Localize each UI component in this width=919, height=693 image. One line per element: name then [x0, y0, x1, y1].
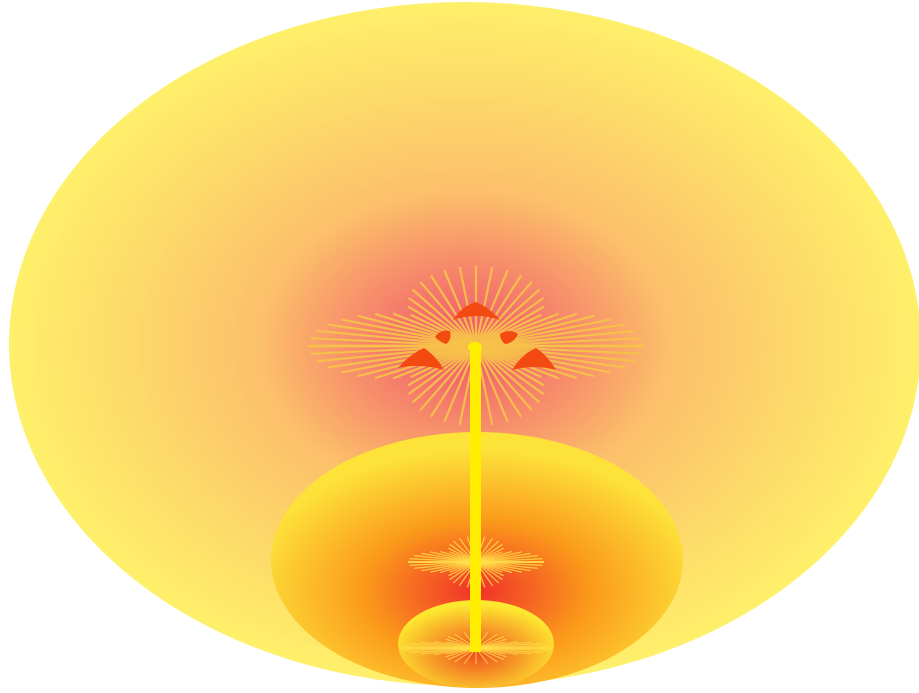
large-starburst-ray [316, 329, 477, 348]
large-starburst-ray [419, 281, 477, 347]
stem-top-cap [468, 342, 482, 352]
large-starburst-ray [327, 323, 477, 348]
petal-right-upper [500, 331, 518, 344]
large-starburst-ray [475, 345, 541, 404]
large-starburst-ray [474, 345, 509, 423]
large-starburst-ray [411, 345, 477, 404]
large-starburst-ray [374, 312, 477, 348]
large-starburst-ray [429, 274, 477, 347]
large-starburst-ray [475, 329, 636, 348]
large-starburst-ray [475, 314, 595, 348]
petal-right-lower [512, 348, 556, 370]
large-starburst-ray [475, 344, 636, 363]
large-starburst-ray [475, 345, 545, 387]
large-starburst-ray [475, 318, 612, 348]
large-starburst-ray [475, 281, 533, 347]
large-starburst-ray [407, 305, 477, 347]
petal-left-lower [398, 348, 444, 370]
large-starburst-ray [475, 345, 545, 395]
large-starburst-ray [475, 345, 523, 418]
large-starburst-ray [407, 345, 477, 395]
stem-icon [470, 346, 481, 652]
large-starburst-ray [474, 269, 509, 347]
large-starburst-ray [475, 345, 533, 411]
large-starburst-ray [475, 297, 545, 347]
large-starburst-ray [357, 314, 477, 348]
large-starburst-ray [429, 345, 477, 418]
large-starburst-ray [407, 297, 477, 347]
large-starburst-ray [419, 345, 477, 411]
petal-top [453, 302, 500, 320]
large-starburst-ray [327, 344, 477, 369]
large-starburst-ray [475, 274, 523, 347]
petal-left-upper [435, 330, 451, 344]
large-starburst-ray [443, 269, 478, 347]
large-starburst-ray [475, 323, 625, 348]
large-starburst-icon [308, 266, 644, 426]
large-starburst-ray [411, 288, 477, 347]
red-petals-icon [398, 302, 556, 370]
large-starburst-ray [316, 344, 477, 363]
large-starburst-ray [340, 318, 477, 348]
large-starburst-ray [475, 344, 625, 369]
large-starburst-ray [475, 288, 541, 347]
